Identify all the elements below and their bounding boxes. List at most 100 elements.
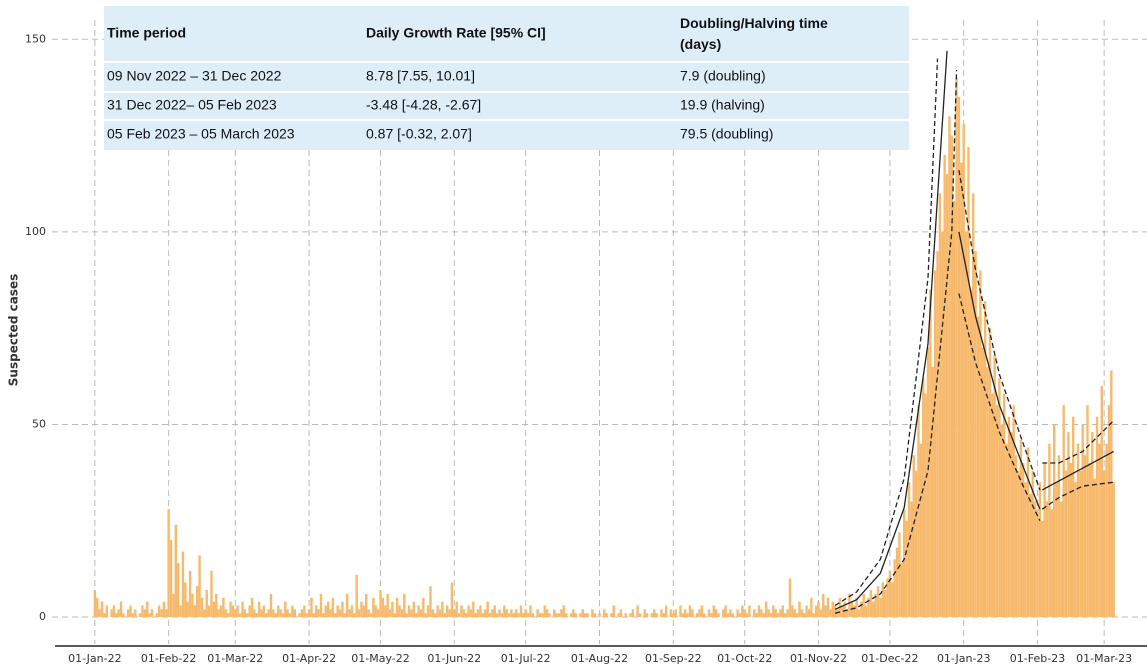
bar — [662, 613, 665, 618]
bar — [564, 613, 568, 618]
bar — [310, 597, 313, 618]
bar — [974, 251, 977, 618]
bar — [991, 393, 994, 618]
bar — [688, 605, 692, 618]
bar — [395, 597, 399, 618]
bar — [695, 613, 699, 618]
bar — [460, 605, 463, 618]
bar — [881, 582, 884, 618]
bar — [424, 613, 427, 618]
bar — [917, 405, 920, 618]
bar — [479, 605, 482, 618]
bar — [379, 590, 382, 618]
bar — [200, 597, 204, 618]
bar — [660, 609, 663, 618]
bar — [148, 613, 151, 618]
bar — [581, 609, 585, 618]
bar — [948, 116, 951, 618]
bar — [1026, 447, 1030, 618]
bar — [1005, 443, 1008, 618]
bar — [231, 605, 235, 618]
bar — [517, 613, 520, 618]
bar — [172, 593, 175, 618]
bar — [219, 605, 223, 618]
bar — [510, 609, 513, 618]
bar — [943, 154, 946, 618]
bar — [165, 609, 168, 618]
bar — [374, 605, 377, 618]
bar — [367, 609, 370, 618]
bar — [993, 355, 996, 618]
table-header: Doubling/Halving time (days) — [680, 15, 828, 52]
bar — [767, 609, 770, 618]
bar — [322, 613, 325, 618]
bar — [903, 509, 906, 618]
bar — [864, 605, 868, 618]
bar — [488, 613, 492, 618]
bar — [741, 605, 744, 618]
bar — [512, 613, 515, 618]
bar — [591, 609, 594, 618]
bar — [238, 613, 242, 618]
bar — [1112, 482, 1115, 618]
bar — [983, 301, 987, 618]
bar — [455, 601, 458, 618]
bar — [143, 609, 147, 618]
bar — [926, 347, 930, 618]
bar — [403, 593, 406, 618]
bar — [305, 613, 308, 618]
bar — [507, 613, 511, 618]
bar — [603, 609, 606, 618]
bar — [272, 609, 275, 618]
bar — [845, 609, 849, 618]
bar — [1095, 416, 1099, 618]
bar — [436, 605, 439, 618]
bar — [279, 609, 282, 618]
bar — [869, 590, 873, 618]
bar — [1010, 432, 1013, 618]
bar — [703, 613, 706, 618]
bar — [284, 601, 287, 618]
bar — [817, 601, 820, 618]
bar — [131, 613, 135, 618]
bar — [722, 609, 725, 618]
bar — [150, 609, 154, 618]
bar — [167, 509, 170, 618]
y-tick-label: 100 — [25, 225, 46, 238]
bar — [481, 613, 485, 618]
bar — [636, 605, 639, 618]
table-cell: -3.48 [-4.28, -2.67] — [366, 97, 481, 113]
bar — [710, 613, 713, 618]
bar — [553, 609, 556, 618]
bar — [176, 563, 180, 618]
x-tick-label: 01-Feb-23 — [1010, 652, 1065, 665]
bar — [669, 609, 673, 618]
x-tick-label: 01-Oct-22 — [717, 652, 772, 665]
x-tick-label: 01-May-22 — [351, 652, 409, 665]
ci-line — [835, 70, 958, 614]
bar — [786, 609, 789, 618]
ci-line — [1042, 420, 1115, 464]
bar — [1014, 455, 1018, 618]
bar — [1081, 424, 1084, 618]
table-cell: 05 Feb 2023 – 05 March 2023 — [107, 126, 295, 142]
bar — [924, 393, 927, 618]
bar — [429, 586, 432, 618]
bar — [288, 613, 292, 618]
bar — [1105, 443, 1108, 618]
bar — [738, 613, 742, 618]
bar — [276, 605, 280, 618]
bar — [1076, 443, 1080, 618]
bar — [617, 613, 620, 618]
bar — [1055, 482, 1058, 618]
bar — [891, 582, 894, 618]
bar — [519, 605, 523, 618]
bar — [355, 574, 358, 618]
bar — [398, 605, 401, 618]
bar — [207, 605, 211, 618]
bar — [914, 470, 918, 618]
bar — [762, 613, 765, 618]
bar — [672, 613, 675, 618]
bar — [348, 609, 351, 618]
